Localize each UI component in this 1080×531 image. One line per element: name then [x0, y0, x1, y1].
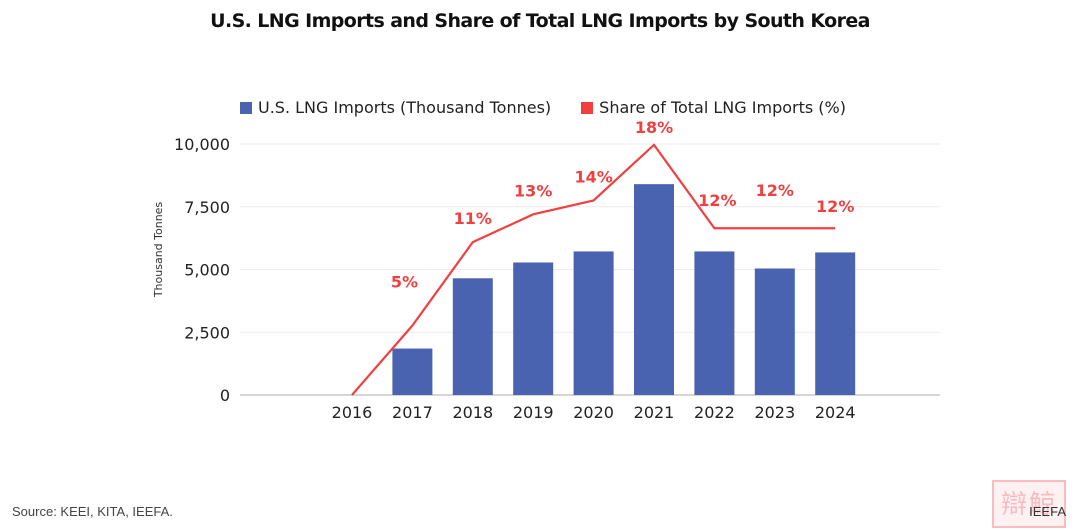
x-tick-label: 2021	[634, 403, 675, 422]
y-tick-label: 7,500	[184, 198, 230, 217]
source-note: Source: KEEI, KITA, IEEFA.	[12, 504, 173, 519]
data-label-2019: 13%	[514, 181, 552, 200]
legend-item-imports: U.S. LNG Imports (Thousand Tonnes)	[240, 98, 551, 117]
y-tick-label: 0	[220, 386, 230, 405]
bar-2022	[694, 251, 735, 395]
y-tick-label: 10,000	[174, 135, 230, 154]
data-label-2020: 14%	[574, 167, 612, 186]
data-label-2018: 11%	[454, 209, 492, 228]
y-tick-label: 5,000	[184, 261, 230, 280]
y-axis-title: Thousand Tonnes	[152, 202, 165, 299]
legend-label-imports: U.S. LNG Imports (Thousand Tonnes)	[258, 98, 552, 117]
brand-label: IEEFA	[1029, 504, 1066, 519]
x-tick-label: 2023	[754, 403, 795, 422]
bar-2024	[815, 252, 856, 395]
data-label-2021: 18%	[635, 118, 673, 137]
share-line	[351, 143, 836, 396]
x-tick-label: 2019	[513, 403, 554, 422]
x-tick-label: 2022	[694, 403, 735, 422]
data-label-2022: 12%	[698, 191, 736, 210]
x-tick-label: 2017	[392, 403, 433, 422]
bar-2019	[513, 262, 554, 395]
legend-label-share: Share of Total LNG Imports (%)	[599, 98, 846, 117]
bar-2023	[754, 268, 795, 395]
x-tick-label: 2018	[452, 403, 493, 422]
data-label-2023: 12%	[756, 181, 794, 200]
bar-2018	[452, 278, 493, 395]
legend: U.S. LNG Imports (Thousand Tonnes) Share…	[240, 98, 876, 117]
legend-swatch-imports	[240, 101, 252, 114]
data-label-2024: 12%	[816, 197, 854, 216]
bar-2020	[573, 251, 614, 395]
y-tick-label: 2,500	[184, 323, 230, 342]
chart-title: U.S. LNG Imports and Share of Total LNG …	[210, 10, 870, 32]
x-tick-label: 2016	[332, 403, 373, 422]
bar-2017	[392, 348, 433, 395]
x-tick-label: 2020	[573, 403, 614, 422]
watermark-stamp: 辯鯨	[992, 480, 1066, 528]
data-label-2017: 5%	[391, 273, 418, 292]
x-tick-label: 2024	[815, 403, 856, 422]
bar-2021	[634, 184, 674, 395]
legend-item-share: Share of Total LNG Imports (%)	[581, 98, 846, 117]
legend-swatch-share	[581, 101, 594, 114]
